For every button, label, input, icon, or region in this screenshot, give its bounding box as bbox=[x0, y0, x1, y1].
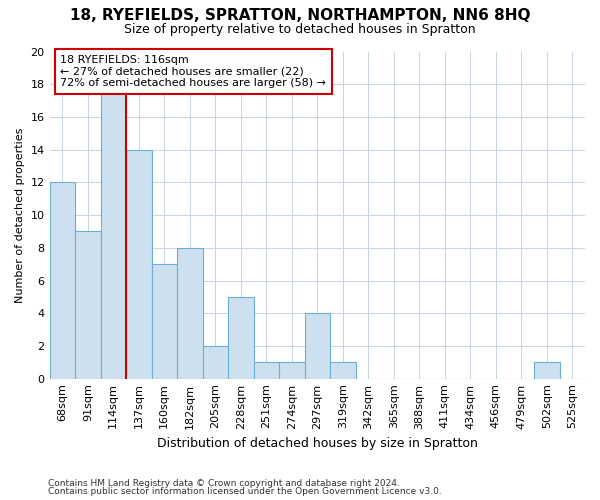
Bar bbox=[101, 84, 126, 378]
Bar bbox=[177, 248, 203, 378]
Text: Size of property relative to detached houses in Spratton: Size of property relative to detached ho… bbox=[124, 22, 476, 36]
Bar bbox=[305, 313, 330, 378]
Text: 18 RYEFIELDS: 116sqm
← 27% of detached houses are smaller (22)
72% of semi-detac: 18 RYEFIELDS: 116sqm ← 27% of detached h… bbox=[60, 55, 326, 88]
Bar bbox=[228, 297, 254, 378]
Bar bbox=[330, 362, 356, 378]
Bar bbox=[203, 346, 228, 378]
Text: 18, RYEFIELDS, SPRATTON, NORTHAMPTON, NN6 8HQ: 18, RYEFIELDS, SPRATTON, NORTHAMPTON, NN… bbox=[70, 8, 530, 22]
X-axis label: Distribution of detached houses by size in Spratton: Distribution of detached houses by size … bbox=[157, 437, 478, 450]
Bar bbox=[279, 362, 305, 378]
Bar bbox=[152, 264, 177, 378]
Bar bbox=[75, 232, 101, 378]
Bar bbox=[534, 362, 560, 378]
Y-axis label: Number of detached properties: Number of detached properties bbox=[15, 128, 25, 303]
Text: Contains HM Land Registry data © Crown copyright and database right 2024.: Contains HM Land Registry data © Crown c… bbox=[48, 478, 400, 488]
Bar bbox=[50, 182, 75, 378]
Text: Contains public sector information licensed under the Open Government Licence v3: Contains public sector information licen… bbox=[48, 487, 442, 496]
Bar bbox=[254, 362, 279, 378]
Bar bbox=[126, 150, 152, 378]
